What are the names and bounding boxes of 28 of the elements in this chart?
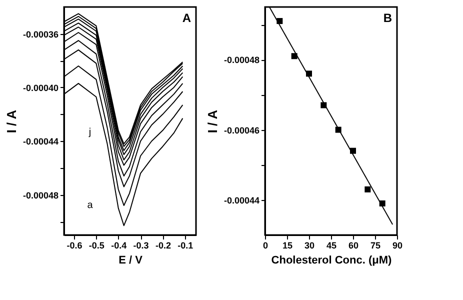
- x-tick-label: -0.6: [66, 240, 82, 250]
- x-tick-label: -0.4: [111, 240, 127, 250]
- y-axis-title: I / A: [4, 109, 19, 134]
- x-tick-label: 45: [326, 240, 337, 250]
- x-tick-label: -0.5: [88, 240, 104, 250]
- x-tick-label: 0: [262, 240, 268, 250]
- annotation: A: [182, 11, 192, 25]
- y-tick-label: -0.00036: [22, 29, 58, 40]
- x-axis-title: Cholesterol Conc. (μM): [271, 254, 392, 266]
- x-tick-label: -0.3: [133, 240, 149, 250]
- y-tick-label: -0.00040: [22, 82, 58, 93]
- x-axis-title: E / V: [118, 254, 144, 266]
- x-tick-label: 90: [392, 240, 403, 250]
- y-tick-label: -0.00046: [224, 125, 260, 136]
- y-tick-label: -0.00044: [224, 195, 260, 206]
- x-tick-label: 30: [304, 240, 315, 250]
- y-axis-title: I / A: [204, 109, 220, 134]
- y-tick-label: -0.00044: [22, 136, 58, 147]
- y-tick-label: -0.00048: [22, 190, 58, 200]
- annotation: a: [87, 200, 94, 211]
- x-tick-label: -0.1: [178, 240, 194, 250]
- y-tick-label: -0.00048: [224, 55, 260, 66]
- annotation: j: [88, 127, 92, 138]
- x-tick-label: -0.2: [155, 240, 171, 250]
- x-tick-label: 60: [348, 240, 359, 250]
- annotation: B: [383, 11, 392, 25]
- x-tick-label: 15: [282, 240, 293, 250]
- x-tick-label: 75: [370, 240, 381, 250]
